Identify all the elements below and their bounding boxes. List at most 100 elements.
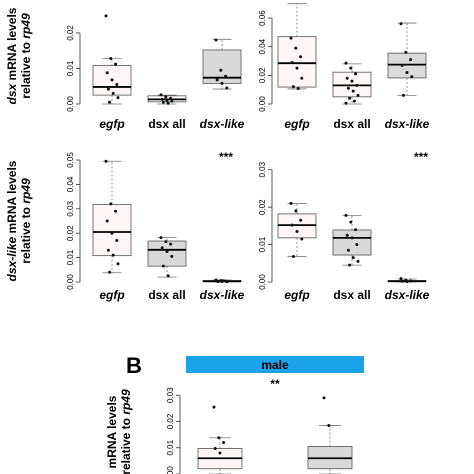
x-category-label: dsx all [148,288,185,302]
y-axis-title-line: relative to rp49 [19,13,33,99]
x-category-label: egfp [99,117,124,131]
data-point [354,72,358,76]
y-tick-label: 0.06 [258,10,267,26]
data-point [164,95,168,99]
x-category-label: egfp [284,288,309,302]
y-axis-title-line: dsx-like mRNA levels [5,160,19,281]
panel-b-section: B male [126,353,364,378]
data-point [294,209,298,213]
data-point [115,239,119,243]
y-axis-title-segment: relative to [119,415,133,474]
y-tick-label: 0.03 [166,387,175,403]
data-point [348,263,352,267]
data-point [105,71,109,75]
x-category-label: dsx all [333,288,370,302]
data-point [166,101,170,105]
data-point [344,213,348,217]
x-category-label: dsx-like [385,288,430,302]
data-point [404,50,408,54]
data-point [225,280,229,284]
y-tick-label: 0.01 [166,439,175,455]
data-point [106,248,110,252]
data-point [220,81,224,85]
y-axis-title-segment: mRNA levels [105,395,119,468]
box-plot-panel: 0.00 0.01 0.02 0.03 egfp dsx all dsx-like *** [258,150,430,302]
y-tick-label: 0.00 [258,96,267,112]
data-point [291,85,295,89]
x-category-label: dsx-like [385,117,430,131]
data-point [296,87,300,91]
y-tick-label: 0.02 [166,413,175,429]
data-point [399,22,403,26]
data-point [115,82,119,86]
data-point [161,264,165,268]
data-point [346,86,350,90]
y-tick-label: 0.00 [258,274,267,290]
data-point [344,101,348,105]
data-point [289,36,293,40]
y-tick-label: 0.00 [66,274,75,290]
box-group [277,201,317,259]
y-axis-title-line: dsx mRNA levels [5,7,19,104]
data-point [291,255,295,259]
y-axis-title-line: relative to rp49 [119,389,133,474]
y-tick-label: 0.01 [66,60,75,76]
box-plot-panel: 0.00 0.01 0.02 0.03 0.04 0.05 dsx-like mRNA le… [5,150,245,302]
data-point [346,248,350,252]
data-point [294,46,298,50]
x-category-label: dsx-like [200,288,245,302]
data-point [405,280,409,284]
data-point [160,97,164,101]
data-point [109,56,113,60]
data-point [409,279,413,283]
data-point [350,79,354,83]
box-group [387,22,427,97]
data-point [401,93,405,97]
sex-banner-label: male [261,358,289,372]
data-point [409,58,413,62]
data-point [169,242,173,246]
significance-stars: *** [414,150,428,164]
y-axis-title-segment: rp49 [19,178,33,204]
box-group [197,405,243,474]
data-point [327,423,331,427]
y-axis-title-segment: rp49 [19,13,33,39]
data-point [169,96,173,100]
y-tick-label: 0.02 [258,199,267,215]
data-point [170,99,174,103]
box-iqr [332,229,372,256]
data-point [165,250,169,253]
y-axis-title-segment: rp49 [119,389,133,415]
data-point [322,396,326,400]
data-point [170,254,174,258]
data-point [344,61,348,65]
data-point [221,279,225,283]
data-point [352,99,356,103]
data-point [161,100,165,104]
y-tick-label: 0.04 [258,38,267,54]
data-point [111,253,115,257]
data-point [399,277,403,281]
y-axis: 0.00 0.01 0.02 0.03 [166,387,181,474]
y-axis-title-segment: dsx [5,82,19,104]
box-group [92,14,132,105]
data-point [356,259,360,263]
data-point [212,405,216,409]
data-point [166,274,170,278]
x-category-label: dsx-like [200,117,245,131]
y-axis-title-segment: dsx-like [5,236,19,281]
box-group [332,213,372,267]
x-category-label: egfp [99,288,124,302]
data-point [295,229,299,233]
data-point [218,451,222,455]
data-point [222,441,226,444]
data-point [114,62,118,66]
y-tick-label: 0.03 [258,161,267,177]
y-tick-label: 0.01 [258,236,267,252]
data-point [355,243,359,247]
data-point [349,220,353,224]
y-tick-label: 0.04 [66,176,75,192]
data-point [106,87,110,91]
box-plot-panel: 0.00 0.01 0.02 dsx mRNA levels relative to r… [5,7,245,131]
y-tick-label: 0.02 [258,67,267,83]
